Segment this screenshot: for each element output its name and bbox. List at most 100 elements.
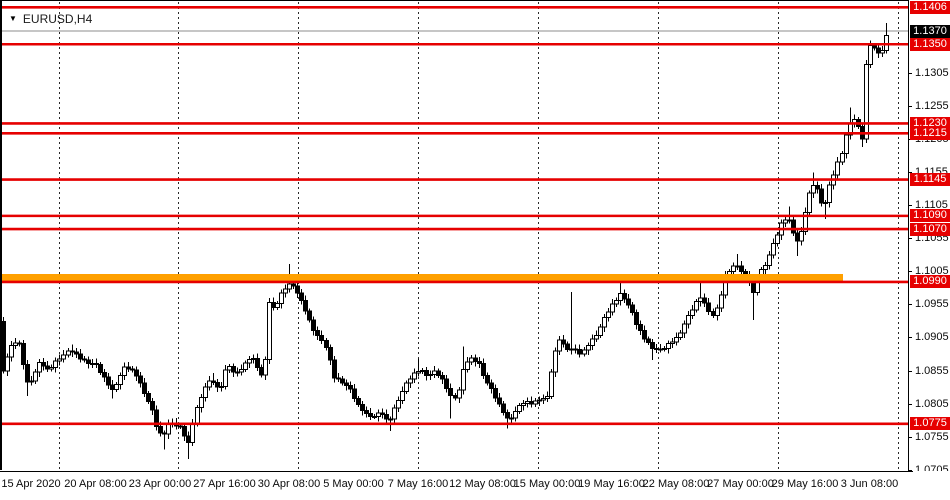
time-axis-label: 15 Apr 2020 xyxy=(1,478,61,490)
candle-body-bear xyxy=(711,310,716,316)
candle-body-bull xyxy=(243,362,248,370)
candle-body-bear xyxy=(348,385,353,390)
price-tick-label: 1.0755 xyxy=(915,430,949,443)
candle-body-bull xyxy=(590,338,595,347)
candle-body-bull xyxy=(537,399,542,402)
candle-body-bull xyxy=(610,303,615,313)
candle-body-bull xyxy=(880,49,885,54)
candle-body-bull xyxy=(122,366,127,377)
candle-body-bear xyxy=(186,435,191,443)
candle-body-bear xyxy=(819,188,824,204)
candle-body-bear xyxy=(473,357,478,362)
candle-body-bull xyxy=(469,357,474,363)
candle-body-bull xyxy=(763,264,768,271)
candle-body-bear xyxy=(142,382,147,395)
candle-body-bear xyxy=(162,432,167,435)
candle-body-bear xyxy=(622,293,627,300)
time-axis-border xyxy=(0,471,913,472)
candle-body-bull xyxy=(461,368,466,391)
candle-body-bear xyxy=(134,369,139,377)
candle-body-bull xyxy=(408,378,413,384)
candle-body-bear xyxy=(271,301,276,308)
candle-body-bear xyxy=(299,292,304,301)
candle-body-bull xyxy=(658,348,663,351)
candle-body-bull xyxy=(263,359,268,376)
price-tick-mark xyxy=(908,337,912,339)
candle-body-bull xyxy=(190,423,195,443)
candle-body-bull xyxy=(521,402,526,407)
candle-body-bull xyxy=(199,396,204,408)
candle-body-bear xyxy=(702,297,707,304)
candle-body-bull xyxy=(57,358,62,362)
candle-body-bull xyxy=(416,370,421,374)
price-tick-label: 1.0955 xyxy=(915,298,949,311)
candle-body-bull xyxy=(420,369,425,372)
candle-body-bull xyxy=(195,406,200,425)
price-axis[interactable]: 1.13051.12551.12051.11551.11051.10551.10… xyxy=(908,0,950,476)
candle-body-bear xyxy=(319,335,324,342)
candle-body-bear xyxy=(1,320,6,372)
candle-body-bull xyxy=(811,185,816,194)
candle-body-bear xyxy=(561,339,566,345)
candle-body-bull xyxy=(545,396,550,400)
candle-body-bear xyxy=(41,361,46,367)
candle-body-bull xyxy=(404,382,409,392)
candle-body-bear xyxy=(364,410,369,414)
time-axis-label: 5 May 00:00 xyxy=(323,478,384,490)
candle-body-bear xyxy=(110,384,115,390)
candle-body-bull xyxy=(674,337,679,343)
candle-body-bull xyxy=(783,219,788,224)
current-bid-label: 1.1370 xyxy=(910,24,950,38)
candle-body-bull xyxy=(682,323,687,334)
candle-body-bull xyxy=(666,343,671,349)
candle-body-bull xyxy=(715,307,720,316)
candle-body-bull xyxy=(844,134,849,154)
candle-body-bull xyxy=(868,45,873,65)
candle-body-bear xyxy=(352,388,357,400)
time-axis-label: 27 Apr 16:00 xyxy=(193,478,256,490)
price-line-label: 1.1230 xyxy=(910,116,950,130)
time-axis-label: 15 May 00:00 xyxy=(513,478,581,490)
symbol-timeframe-label[interactable]: ▼ EURUSD,H4 xyxy=(9,12,92,26)
price-tick-label: 1.1005 xyxy=(915,265,949,278)
supply-zone-rectangle[interactable] xyxy=(0,273,843,282)
price-tick-mark xyxy=(908,436,912,438)
candle-body-bull xyxy=(549,371,554,398)
price-line-label: 1.0775 xyxy=(910,417,950,431)
candle-body-bull xyxy=(835,161,840,176)
candle-body-bull xyxy=(823,202,828,205)
candle-body-bear xyxy=(158,425,163,434)
time-axis[interactable]: 15 Apr 2020 20 Apr 08:00 23 Apr 00:00 27 Ap… xyxy=(0,471,950,500)
chart-dropdown-icon[interactable]: ▼ xyxy=(9,14,17,23)
candle-body-bull xyxy=(771,243,776,256)
price-tick-mark xyxy=(908,172,912,174)
candle-body-bull xyxy=(372,416,377,419)
price-line-label: 1.1350 xyxy=(910,37,950,51)
candle-body-bear xyxy=(436,370,441,376)
price-line-label: 1.1406 xyxy=(910,0,950,14)
price-tick-mark xyxy=(908,304,912,306)
candle-body-bear xyxy=(211,380,216,383)
candle-body-bear xyxy=(231,366,236,373)
time-axis-label: 27 May 00:00 xyxy=(707,478,774,490)
candle-body-bear xyxy=(70,350,75,353)
candle-body-bear xyxy=(481,363,486,376)
candle-body-bear xyxy=(291,283,296,287)
candle-body-bear xyxy=(876,47,881,54)
candle-body-bull xyxy=(275,302,280,308)
price-tick-mark xyxy=(908,271,912,273)
candle-body-bear xyxy=(295,285,300,294)
candle-body-bear xyxy=(815,185,820,190)
time-axis-label: 19 May 16:00 xyxy=(578,478,645,490)
candle-body-bull xyxy=(767,254,772,266)
candle-body-bear xyxy=(86,359,91,364)
candle-body-bear xyxy=(646,338,651,343)
candle-body-bull xyxy=(203,386,208,398)
candle-body-bear xyxy=(21,343,26,365)
time-axis-label: 7 May 16:00 xyxy=(387,478,449,490)
candle-body-bear xyxy=(501,403,506,414)
candle-body-bear xyxy=(453,395,458,399)
candle-body-bear xyxy=(650,341,655,349)
candle-body-bull xyxy=(400,390,405,402)
